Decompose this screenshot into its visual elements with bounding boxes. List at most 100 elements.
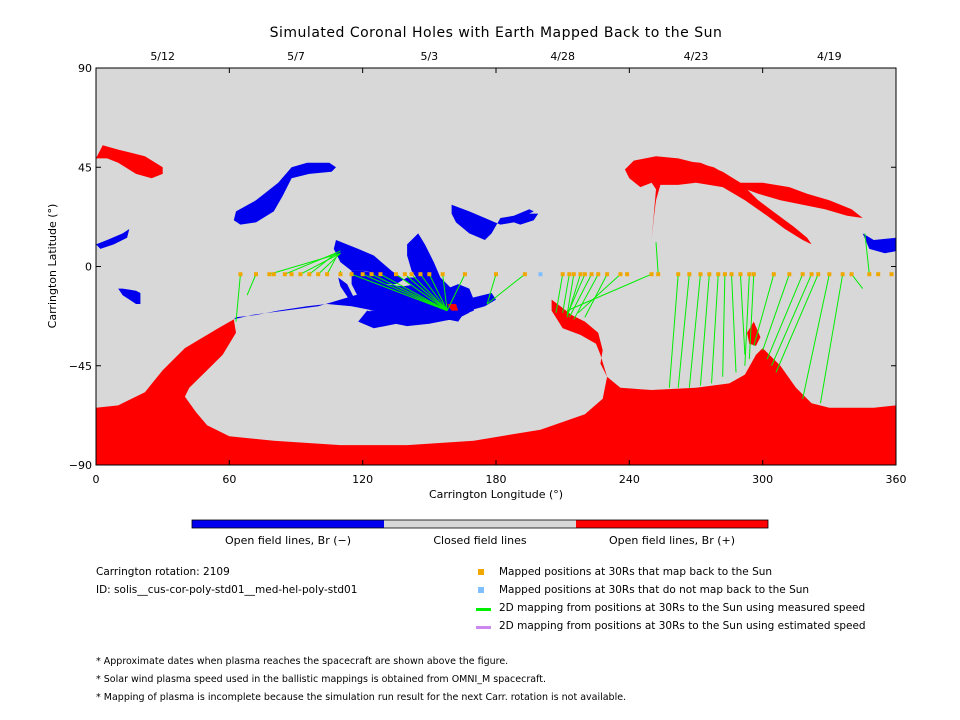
colorbar-label-closed: Closed field lines bbox=[433, 534, 527, 547]
measured-mapping-line bbox=[739, 274, 746, 355]
negative-coronal-hole bbox=[862, 233, 896, 254]
measured-mapping-line bbox=[351, 273, 448, 312]
mapped-point bbox=[676, 272, 681, 277]
positive-coronal-hole bbox=[96, 145, 163, 179]
x-tick-label: 120 bbox=[352, 473, 373, 486]
mapped-point bbox=[827, 272, 832, 277]
x-tick-label: 360 bbox=[886, 473, 907, 486]
legend-label: Mapped positions at 30Rs that do not map… bbox=[499, 584, 810, 596]
measured-mapping-line bbox=[864, 233, 870, 275]
x-tick-label: 180 bbox=[486, 473, 507, 486]
measured-mapping-line bbox=[555, 274, 564, 313]
mapped-point bbox=[716, 272, 721, 277]
mapped-point bbox=[596, 272, 601, 277]
colorbar-negative bbox=[192, 520, 384, 528]
mapped-point bbox=[298, 272, 303, 277]
mapped-point bbox=[394, 272, 398, 277]
y-axis: 90 45 0 −45 −90 bbox=[69, 62, 896, 472]
not-mapped-square-icon bbox=[478, 587, 484, 593]
legend-label: 2D mapping from positions at 30Rs to the… bbox=[499, 602, 866, 614]
legend-label: Mapped positions at 30Rs that map back t… bbox=[499, 566, 773, 578]
colorbar bbox=[191, 519, 769, 529]
negative-coronal-hole bbox=[407, 233, 452, 300]
measured-mapping-line bbox=[566, 273, 652, 312]
mapped-point bbox=[360, 272, 365, 277]
footnote-dates: * Approximate dates when plasma reaches … bbox=[96, 656, 509, 667]
mapped-point bbox=[707, 272, 712, 277]
mapped-point bbox=[687, 272, 692, 277]
legend-label: 2D mapping from positions at 30Rs to the… bbox=[499, 620, 866, 632]
negative-coronal-hole bbox=[358, 310, 463, 329]
run-id: ID: solis__cus-cor-poly-std01__med-hel-p… bbox=[96, 584, 358, 596]
mapped-point bbox=[462, 272, 467, 277]
mapped-point bbox=[238, 272, 243, 277]
mapped-point bbox=[649, 272, 654, 277]
mapped-point bbox=[560, 272, 565, 277]
mapped-point bbox=[738, 272, 743, 277]
measured-mapping-line bbox=[380, 273, 448, 312]
mapped-point bbox=[494, 272, 498, 277]
measured-mapping-line bbox=[562, 274, 570, 313]
mapped-square-icon bbox=[478, 569, 484, 575]
mapped-point bbox=[849, 272, 854, 277]
measured-mapping-line bbox=[446, 273, 466, 311]
y-tick-label: 45 bbox=[78, 161, 92, 174]
x-axis-label: Carrington Longitude (°) bbox=[429, 488, 563, 501]
measured-mapping-line bbox=[269, 252, 341, 275]
negative-coronal-hole bbox=[338, 277, 354, 300]
measured-mapping-line bbox=[566, 274, 575, 316]
measured-mapping-lines bbox=[235, 233, 870, 404]
mapped-positions bbox=[238, 272, 894, 277]
measured-mapping-line bbox=[668, 274, 679, 388]
x-tick-label: 240 bbox=[619, 473, 640, 486]
colorbar-closed bbox=[384, 520, 576, 528]
negative-coronal-hole bbox=[233, 162, 336, 225]
mapped-point bbox=[582, 272, 587, 277]
measured-mapping-line bbox=[486, 274, 497, 305]
mapped-point bbox=[729, 272, 734, 277]
measured-mapping-line bbox=[442, 274, 448, 311]
measured-mapping-line bbox=[819, 274, 844, 404]
top-date-label: 4/28 bbox=[550, 50, 575, 63]
colorbar-positive bbox=[576, 520, 768, 528]
measured-mapping-line bbox=[748, 274, 755, 360]
mapped-point bbox=[771, 272, 776, 277]
top-date-label: 5/12 bbox=[150, 50, 175, 63]
x-tick-label: 0 bbox=[93, 473, 100, 486]
colorbar-frame bbox=[191, 519, 769, 529]
mapped-point bbox=[338, 272, 343, 277]
mapped-point bbox=[349, 272, 354, 277]
chart-title: Simulated Coronal Holes with Earth Mappe… bbox=[270, 25, 723, 41]
measured-mapping-line bbox=[411, 273, 448, 311]
y-axis-label: Carrington Latitude (°) bbox=[46, 204, 59, 329]
y-tick-label: 0 bbox=[85, 261, 92, 274]
mapped-point bbox=[307, 272, 312, 277]
measured-mapping-line bbox=[566, 274, 586, 316]
mapped-point bbox=[440, 272, 445, 277]
x-tick-label: 300 bbox=[752, 473, 773, 486]
mapped-point bbox=[605, 272, 610, 277]
estimated-line-icon bbox=[476, 626, 491, 629]
mapped-point bbox=[571, 272, 576, 277]
measured-mapping-line bbox=[722, 274, 726, 377]
positive-coronal-hole bbox=[629, 158, 812, 245]
measured-mapping-line bbox=[395, 273, 448, 312]
mapped-point bbox=[625, 272, 630, 277]
measured-mapping-line bbox=[428, 273, 448, 311]
mapped-point bbox=[427, 272, 432, 277]
mapped-point bbox=[522, 272, 527, 277]
measured-mapping-line bbox=[568, 273, 592, 318]
carrington-rotation: Carrington rotation: 2109 bbox=[96, 566, 230, 578]
measured-mapping-line bbox=[420, 273, 448, 311]
measured-line-icon bbox=[476, 608, 491, 611]
measured-mapping-line bbox=[688, 274, 701, 388]
mapped-point bbox=[578, 272, 583, 277]
measured-mapping-line bbox=[753, 274, 775, 347]
mapped-point bbox=[254, 272, 258, 277]
measured-mapping-line bbox=[775, 274, 819, 373]
mapped-point bbox=[751, 272, 756, 277]
mapped-point bbox=[800, 272, 805, 277]
measured-mapping-line bbox=[362, 273, 448, 312]
measured-mapping-line bbox=[573, 273, 599, 320]
